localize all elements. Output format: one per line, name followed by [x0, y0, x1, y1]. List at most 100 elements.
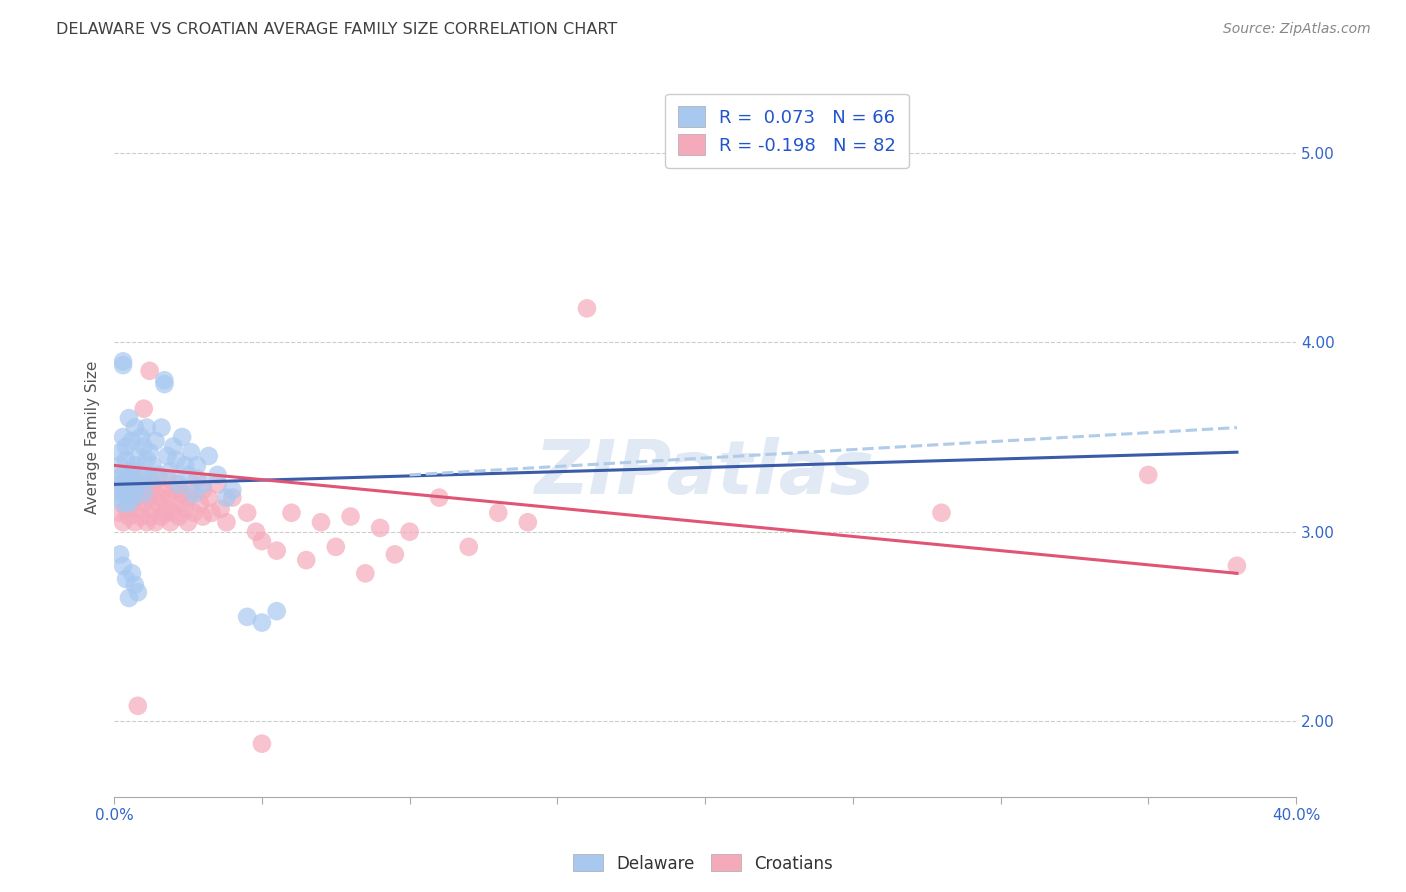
Text: DELAWARE VS CROATIAN AVERAGE FAMILY SIZE CORRELATION CHART: DELAWARE VS CROATIAN AVERAGE FAMILY SIZE… [56, 22, 617, 37]
Point [112, 477, 135, 491]
Point [145, 515, 167, 529]
Point [266, 543, 288, 558]
Point [108, 506, 131, 520]
Point [127, 449, 149, 463]
Point [162, 483, 184, 497]
Point [108, 477, 131, 491]
Point [138, 472, 160, 486]
Point [167, 509, 190, 524]
Point [108, 491, 131, 505]
Point [165, 452, 187, 467]
Point [197, 491, 219, 505]
Point [108, 458, 131, 473]
Point [118, 509, 141, 524]
Point [162, 440, 184, 454]
Point [150, 491, 173, 505]
Legend: R =  0.073   N = 66, R = -0.198   N = 82: R = 0.073 N = 66, R = -0.198 N = 82 [665, 94, 908, 168]
Point [250, 534, 273, 549]
Point [112, 496, 135, 510]
Point [215, 515, 238, 529]
Point [174, 458, 197, 473]
Point [221, 483, 243, 497]
Point [159, 464, 181, 478]
Point [153, 483, 176, 497]
Point [384, 548, 406, 562]
Point [115, 452, 138, 467]
Point [121, 434, 143, 448]
Point [115, 502, 138, 516]
Point [148, 496, 170, 510]
Text: Source: ZipAtlas.com: Source: ZipAtlas.com [1223, 22, 1371, 37]
Point [112, 487, 135, 501]
Point [266, 604, 288, 618]
Point [142, 458, 165, 473]
Point [516, 515, 538, 529]
Point [115, 472, 138, 486]
Point [172, 430, 194, 444]
Point [135, 515, 157, 529]
Point [156, 449, 179, 463]
Point [183, 487, 205, 501]
Point [148, 467, 170, 482]
Point [165, 477, 187, 491]
Point [124, 483, 146, 497]
Point [180, 445, 202, 459]
Point [221, 491, 243, 505]
Point [127, 698, 149, 713]
Point [209, 502, 232, 516]
Point [236, 506, 259, 520]
Point [132, 401, 155, 416]
Point [186, 472, 208, 486]
Point [118, 411, 141, 425]
Point [250, 737, 273, 751]
Point [156, 472, 179, 486]
Point [159, 491, 181, 505]
Point [931, 506, 953, 520]
Point [207, 467, 229, 482]
Point [398, 524, 420, 539]
Point [167, 477, 190, 491]
Point [127, 585, 149, 599]
Point [127, 477, 149, 491]
Point [1226, 558, 1249, 573]
Point [135, 483, 157, 497]
Point [105, 483, 128, 497]
Point [129, 467, 152, 482]
Point [112, 558, 135, 573]
Point [135, 420, 157, 434]
Point [309, 515, 332, 529]
Point [124, 577, 146, 591]
Legend: Delaware, Croatians: Delaware, Croatians [567, 847, 839, 880]
Point [245, 524, 267, 539]
Point [188, 496, 211, 510]
Point [135, 452, 157, 467]
Point [138, 445, 160, 459]
Point [174, 502, 197, 516]
Point [177, 515, 200, 529]
Point [145, 487, 167, 501]
Point [575, 301, 598, 316]
Point [427, 491, 450, 505]
Point [121, 467, 143, 482]
Point [129, 430, 152, 444]
Point [124, 515, 146, 529]
Point [150, 509, 173, 524]
Point [150, 420, 173, 434]
Point [236, 610, 259, 624]
Point [207, 477, 229, 491]
Point [112, 358, 135, 372]
Point [172, 487, 194, 501]
Point [368, 521, 391, 535]
Point [215, 491, 238, 505]
Point [105, 472, 128, 486]
Point [295, 553, 318, 567]
Point [138, 509, 160, 524]
Point [162, 506, 184, 520]
Point [112, 515, 135, 529]
Point [180, 483, 202, 497]
Point [118, 472, 141, 486]
Point [197, 449, 219, 463]
Point [191, 483, 214, 497]
Point [280, 506, 302, 520]
Point [132, 440, 155, 454]
